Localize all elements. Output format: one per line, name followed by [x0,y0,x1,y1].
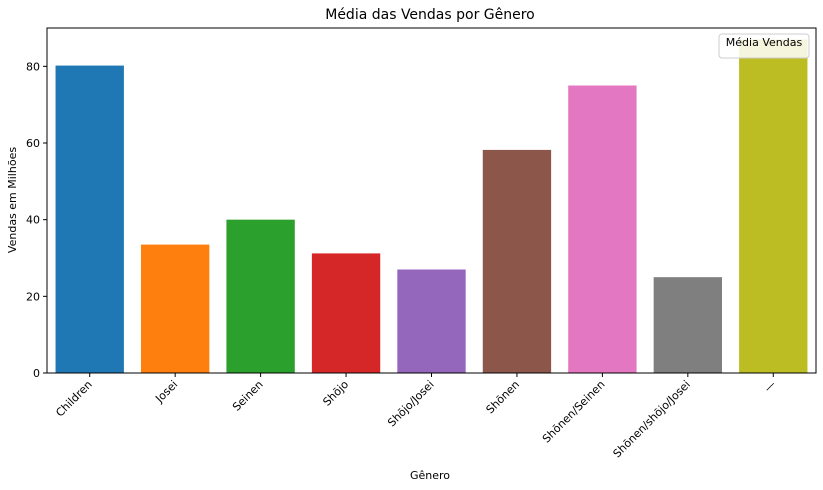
bar-5 [482,149,552,373]
y-tick-label: 80 [26,60,40,73]
bar-7 [653,277,723,373]
bar-3 [311,253,381,373]
legend-label: Média Vendas [726,36,803,49]
x-tick-label: Seinen [230,378,266,414]
y-axis-ticks: 0 20 40 60 80 [26,60,47,380]
x-tick-label: Shōnen/shōjo/Josei [611,378,693,460]
y-tick-label: 60 [26,137,40,150]
x-tick-label: Shōnen/Seinen [540,378,608,446]
x-tick-label: Shōjo/Josei [385,378,436,429]
bar-1 [140,244,210,373]
bar-8 [739,39,808,373]
x-tick-label: Children [53,378,95,420]
legend-box [718,33,810,59]
y-axis-label: Vendas em Milhões [6,147,19,253]
x-tick-label: Shōjo [320,378,351,409]
y-tick-label: 0 [33,367,40,380]
chart-title: Média das Vendas por Gênero [325,7,535,23]
y-tick-label: 20 [26,290,40,303]
x-tick-label: Josei [152,378,180,406]
bar-6 [568,85,637,373]
y-tick-label: 40 [26,214,40,227]
x-axis-label: Gênero [410,469,450,482]
bar-4 [397,269,466,373]
bars-group [55,39,808,374]
x-axis-ticks: Children Josei Seinen Shōjo Shōjo/Josei Shōne… [53,373,778,460]
bar-2 [226,219,295,373]
legend: Média Vendas [718,33,810,59]
bar-0 [55,65,124,374]
x-tick-label: Shōnen [484,378,522,416]
plot-frame [46,27,817,374]
x-tick-label: — [761,378,778,395]
